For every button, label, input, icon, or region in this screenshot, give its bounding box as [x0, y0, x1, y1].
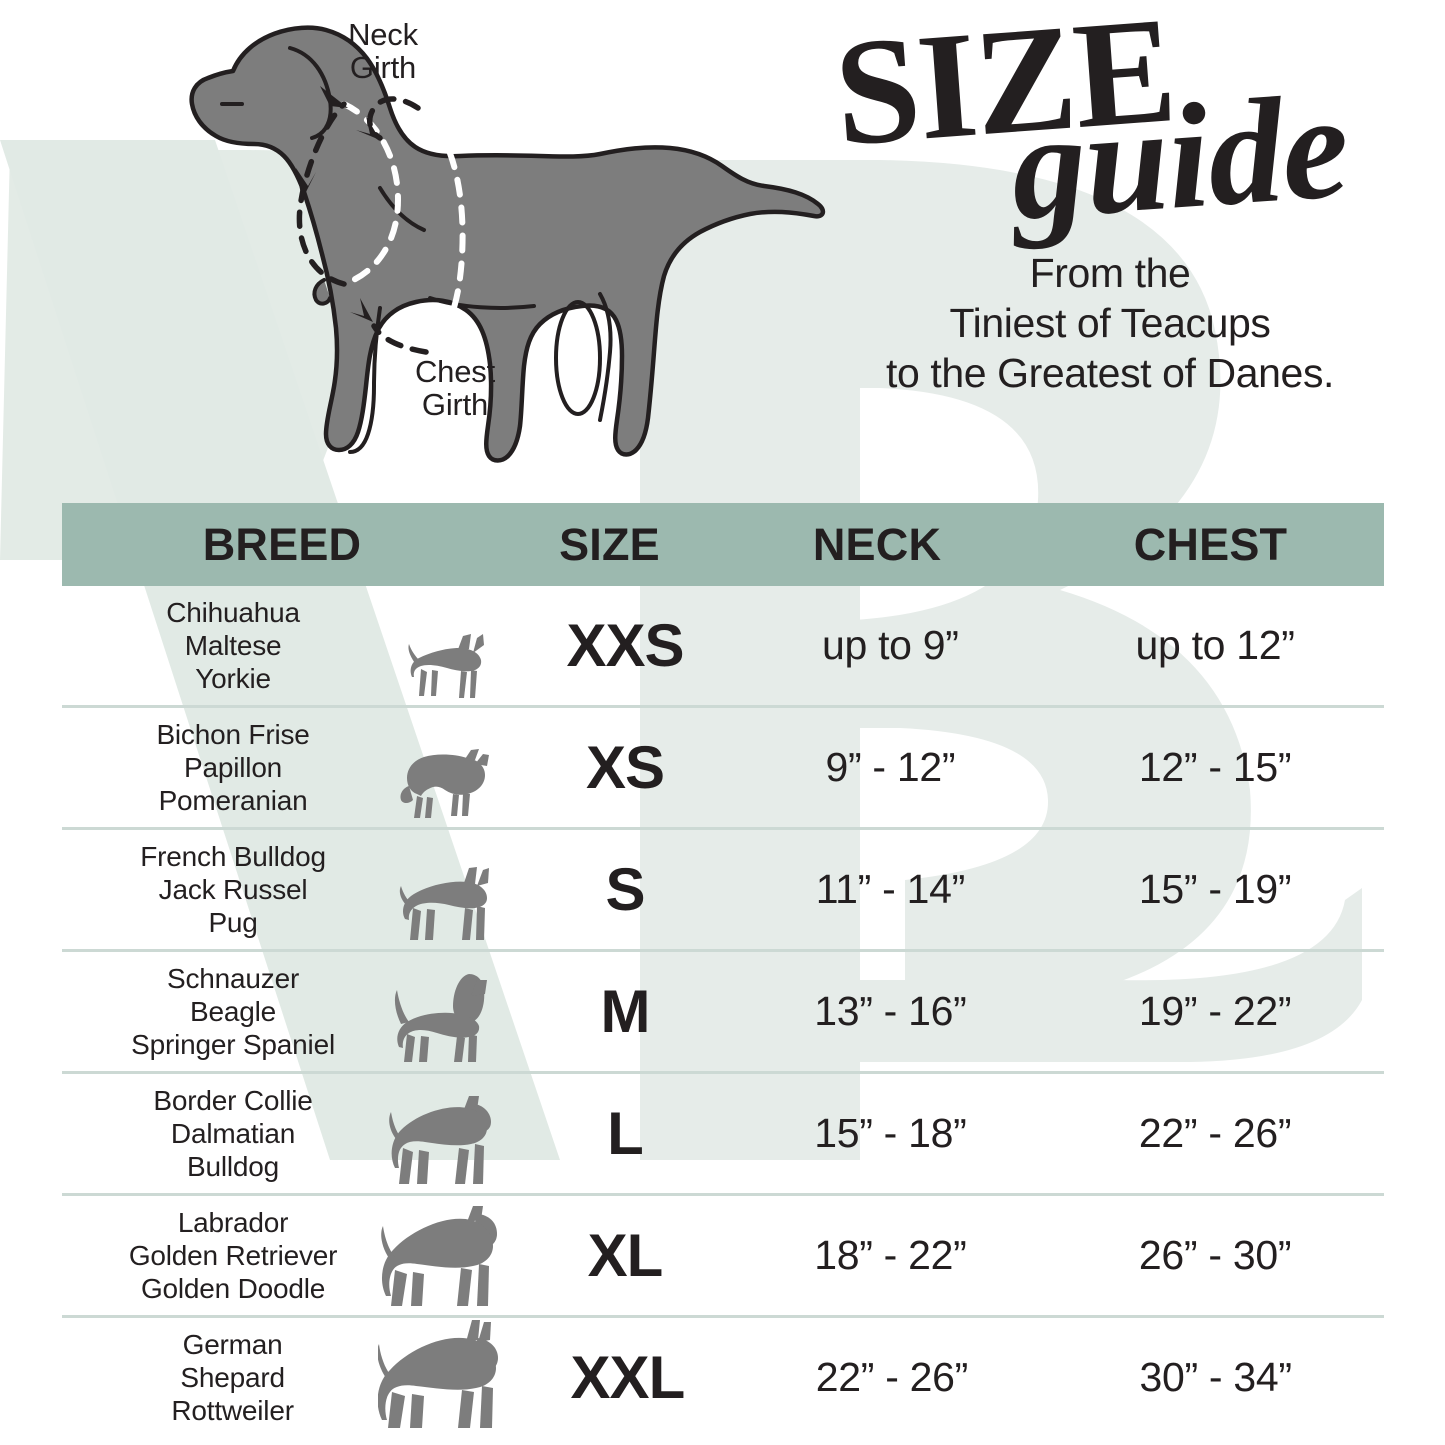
size-cell: S	[605, 856, 645, 923]
schnauzer-silhouette-icon	[395, 973, 488, 1062]
size-cell: M	[600, 978, 650, 1045]
breed-name: Dalmatian	[170, 1118, 296, 1149]
labrador-silhouette-icon	[381, 1205, 498, 1306]
column-header-chest: CHEST	[1133, 518, 1288, 570]
tagline-line-3: to the Greatest of Danes.	[885, 350, 1335, 396]
title-block: SIZE guide From the Tiniest of Teacups t…	[829, 0, 1390, 438]
breed-name: Pomeranian	[158, 785, 308, 816]
breed-name: Jack Russel	[158, 874, 308, 905]
pomeranian-silhouette-icon	[400, 748, 490, 818]
chest-cell: 26” - 30”	[1138, 1232, 1292, 1278]
breed-name: Bulldog	[187, 1151, 280, 1182]
breed-cell: French Bulldog Jack Russel Pug	[87, 840, 379, 939]
table-row: French Bulldog Jack Russel Pug	[62, 830, 1384, 952]
chihuahua-silhouette-icon	[408, 633, 485, 698]
tagline-line-1: From the	[1029, 250, 1191, 296]
breed-name: Labrador	[177, 1207, 289, 1238]
tagline-line-2: Tiniest of Teacups	[949, 300, 1271, 346]
breed-name: Golden Retriever	[128, 1240, 338, 1271]
tagline: From the Tiniest of Teacups to the Great…	[820, 248, 1400, 398]
page-title-guide: guide	[1005, 62, 1353, 252]
breed-name: German	[182, 1329, 283, 1360]
size-cell: XXL	[570, 1344, 686, 1411]
size-cell: XL	[587, 1222, 664, 1289]
breed-name: Papillon	[184, 752, 283, 783]
column-header-size: SIZE	[559, 518, 660, 570]
german-shepherd-silhouette-icon	[378, 1319, 499, 1428]
neck-cell: 18” - 22”	[814, 1232, 967, 1278]
table-row: Chihuahua Maltese Yorkie	[62, 586, 1384, 708]
breed-name: Pug	[208, 907, 258, 938]
breed-name: Springer Spaniel	[131, 1029, 335, 1060]
size-cell: XXS	[566, 612, 684, 679]
size-table: BREED SIZE NECK CHEST Chihuahua Maltese …	[62, 503, 1384, 1437]
size-cell: L	[607, 1100, 644, 1167]
column-header-neck: NECK	[812, 518, 942, 570]
table-row: Labrador Golden Retriever Golden Doodle	[62, 1196, 1384, 1318]
chest-arrow-lower-icon	[350, 298, 373, 322]
table-header-row: BREED SIZE NECK CHEST	[62, 503, 1384, 586]
neck-girth-label-line1: Neck	[348, 17, 418, 52]
breed-name: Schnauzer	[167, 963, 300, 994]
border-collie-silhouette-icon	[389, 1095, 492, 1184]
breed-cell: German Shepard Rottweiler	[87, 1328, 378, 1427]
breed-name: Beagle	[190, 996, 277, 1027]
breed-icon-cell	[379, 834, 515, 946]
breed-cell: Schnauzer Beagle Springer Spaniel	[87, 962, 379, 1061]
neck-girth-label: Neck Girth	[318, 18, 448, 84]
labrador-side-view-icon	[189, 25, 826, 463]
size-cell: XS	[585, 734, 665, 801]
breed-name: Yorkie	[195, 663, 271, 694]
neck-cell: 9” - 12”	[825, 744, 956, 790]
neck-cell: up to 9”	[822, 622, 959, 668]
breed-name: French Bulldog	[140, 841, 326, 872]
breed-cell: Border Collie Dalmatian Bulldog	[87, 1084, 379, 1183]
neck-arrow-upper-icon	[312, 86, 348, 108]
breed-name: Rottweiler	[171, 1395, 294, 1426]
breed-name: Border Collie	[153, 1085, 313, 1116]
breed-name: Shepard	[180, 1362, 285, 1393]
breed-icon-cell	[379, 1200, 515, 1312]
breed-cell: Bichon Frise Papillon Pomeranian	[87, 718, 379, 817]
chest-cell: 19” - 22”	[1138, 988, 1292, 1034]
table-row: Schnauzer Beagle Springer Spaniel	[62, 952, 1384, 1074]
breed-name: Chihuahua	[166, 597, 300, 628]
table-row: German Shepard Rottweiler	[62, 1318, 1384, 1437]
chest-girth-label-line2: Girth	[421, 387, 489, 422]
chest-cell: 15” - 19”	[1138, 866, 1292, 912]
breed-icon-cell	[379, 590, 515, 702]
breed-name: Golden Doodle	[140, 1273, 326, 1304]
chest-cell: 12” - 15”	[1138, 744, 1292, 790]
chest-cell: up to 12”	[1135, 622, 1295, 668]
breed-cell: Labrador Golden Retriever Golden Doodle	[87, 1206, 379, 1305]
hero-section: Neck Girth Chest Girth SIZE guide From t…	[0, 0, 1445, 500]
table-row: Border Collie Dalmatian Bulldog	[62, 1074, 1384, 1196]
neck-cell: 22” - 26”	[815, 1354, 969, 1400]
table-row: Bichon Frise Papillon Pomeranian	[62, 708, 1384, 830]
neck-cell: 13” - 16”	[814, 988, 967, 1034]
breed-icon-cell	[379, 956, 515, 1068]
french-bulldog-silhouette-icon	[400, 866, 490, 940]
breed-cell: Chihuahua Maltese Yorkie	[87, 596, 379, 695]
chest-arrow-upper-icon	[356, 116, 380, 140]
chest-girth-label: Chest Girth	[380, 355, 530, 421]
neck-girth-label-line2: Girth	[349, 50, 417, 85]
breed-icon-cell	[379, 1078, 515, 1190]
chest-girth-label-line1: Chest	[415, 354, 495, 389]
chest-cell: 22” - 26”	[1138, 1110, 1292, 1156]
column-header-breed: BREED	[202, 518, 362, 570]
breed-name: Maltese	[184, 630, 282, 661]
neck-cell: 15” - 18”	[814, 1110, 967, 1156]
neck-arrow-lower-icon	[296, 168, 316, 200]
chest-cell: 30” - 34”	[1139, 1354, 1292, 1400]
breed-icon-cell	[378, 1319, 518, 1434]
neck-cell: 11” - 14”	[815, 866, 966, 912]
breed-name: Bichon Frise	[156, 719, 310, 750]
breed-icon-cell	[379, 712, 515, 824]
